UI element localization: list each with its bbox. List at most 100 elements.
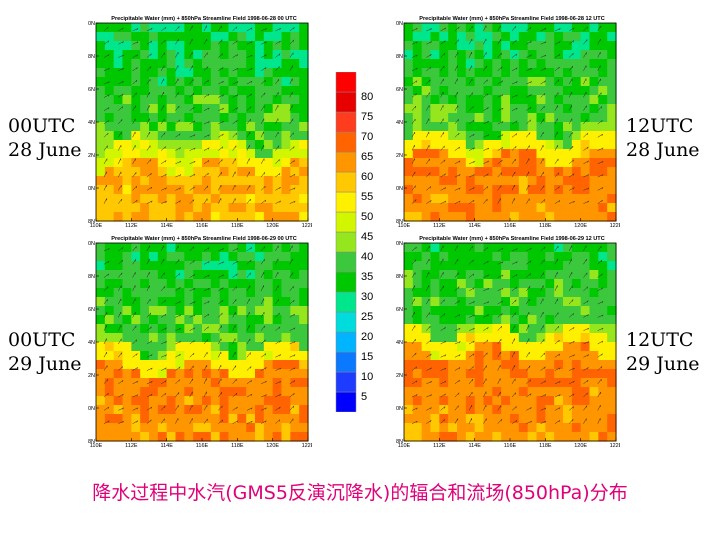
field-cell <box>448 423 458 433</box>
streamline-arrow <box>275 53 281 58</box>
field-cell <box>571 59 582 69</box>
field-cell <box>210 270 221 280</box>
field-cell <box>122 140 132 150</box>
field-cell <box>175 194 185 204</box>
field-cell <box>228 396 238 406</box>
field-cell <box>448 378 458 388</box>
streamline-arrow <box>497 338 502 345</box>
streamline-arrow <box>497 159 503 165</box>
field-cell <box>131 77 141 87</box>
field-cell <box>571 104 582 114</box>
field-cell <box>210 68 221 78</box>
streamline-arrow <box>103 184 107 191</box>
streamline-arrow <box>540 185 545 191</box>
streamline-arrow <box>511 299 517 305</box>
streamline-arrow <box>132 67 138 72</box>
field-cell <box>536 203 546 213</box>
streamline-arrow <box>511 184 515 191</box>
field-cell <box>166 351 177 361</box>
field-cell <box>272 95 283 105</box>
streamline-arrow <box>175 341 181 345</box>
field-cell <box>571 396 582 406</box>
field-cell <box>527 131 538 141</box>
streamline-arrow <box>411 158 415 165</box>
field-cell <box>228 68 238 78</box>
field-cell <box>404 41 414 51</box>
streamline-arrow <box>146 131 150 138</box>
streamline-arrow <box>540 41 547 45</box>
field-cell <box>140 104 150 114</box>
streamline-arrow <box>540 171 544 178</box>
streamline-arrow <box>260 285 265 292</box>
field-cell <box>255 77 265 87</box>
field-cell <box>518 423 529 433</box>
field-cell <box>255 131 265 141</box>
field-cell <box>149 203 159 213</box>
field-cell <box>589 104 599 114</box>
streamline-arrow <box>426 312 430 318</box>
field-cell <box>131 131 141 141</box>
streamline-arrow <box>511 94 518 98</box>
streamline-arrow <box>118 338 122 345</box>
field-cell <box>96 270 106 280</box>
field-cell <box>113 149 124 159</box>
field-cell <box>492 396 502 406</box>
field-cell <box>483 149 493 159</box>
field-cell <box>290 194 300 204</box>
y-tick-label: 32N <box>88 373 95 379</box>
field-cell <box>131 176 141 186</box>
field-cell <box>96 288 106 298</box>
field-cell <box>263 360 274 370</box>
field-cell <box>483 140 493 150</box>
field-cell <box>589 360 599 370</box>
streamline-arrow <box>497 287 504 292</box>
field-cell <box>518 432 529 442</box>
streamline-arrow <box>440 393 446 398</box>
field-cell <box>412 59 423 69</box>
chart-title: Precipitable Water (mm) + 850hPa Streaml… <box>111 16 297 22</box>
streamline-arrow <box>203 107 210 111</box>
field-cell <box>210 140 221 150</box>
field-cell <box>193 131 203 141</box>
field-cell <box>290 149 300 159</box>
field-cell <box>255 203 265 213</box>
streamline-arrow <box>583 392 588 398</box>
field-cell <box>237 288 247 298</box>
streamline-arrow <box>511 392 517 398</box>
field-cell <box>589 32 599 42</box>
streamline-arrow <box>526 81 532 85</box>
field-cell <box>404 32 414 42</box>
streamline-arrow <box>568 187 575 191</box>
field-cell <box>421 32 432 42</box>
field-cell <box>465 405 476 415</box>
field-cell <box>96 360 106 370</box>
field-cell <box>571 50 582 60</box>
field-cell <box>122 50 132 60</box>
streamline-arrow <box>583 405 588 411</box>
field-cell <box>237 23 247 33</box>
field-cell <box>184 212 194 222</box>
field-cell <box>113 23 124 33</box>
field-cell <box>510 396 520 406</box>
streamline-arrow <box>146 312 152 318</box>
field-cell <box>299 297 309 307</box>
field-cell <box>255 288 265 298</box>
streamline-arrow <box>218 120 224 125</box>
field-cell <box>527 360 538 370</box>
field-cell <box>501 131 511 141</box>
field-cell <box>598 279 608 289</box>
field-cell <box>554 324 564 334</box>
field-cell <box>96 252 106 262</box>
streamline-arrow <box>189 352 195 358</box>
colorbar-box-12 <box>335 151 357 173</box>
field-cell <box>448 77 458 87</box>
streamline-arrow <box>526 338 530 345</box>
field-cell <box>193 378 203 388</box>
field-cell <box>492 68 502 78</box>
field-cell <box>166 203 177 213</box>
streamline-arrow <box>203 300 210 305</box>
streamline-arrow <box>260 54 267 58</box>
field-cell <box>263 342 274 352</box>
streamline-arrow <box>146 53 152 58</box>
streamline-arrow <box>118 352 123 358</box>
